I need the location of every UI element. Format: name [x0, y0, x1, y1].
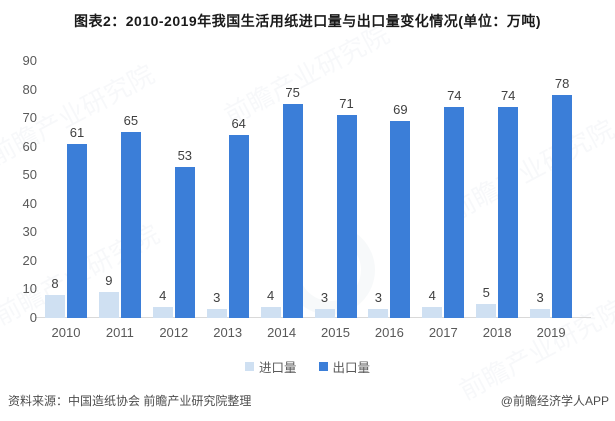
export-value-label-2011: 65	[123, 113, 139, 129]
x-tick-label-2011: 2011	[105, 325, 134, 340]
export-value-label-2015: 71	[339, 96, 354, 112]
export-value-label-2019: 78	[554, 76, 570, 92]
y-tick-label: 80	[22, 81, 37, 97]
bar-group-2016: 3 69	[368, 61, 411, 318]
x-tick-label-2012: 2012	[159, 325, 189, 340]
import-value-label-2018: 5	[482, 284, 490, 300]
import-bar-2018	[476, 303, 497, 318]
legend-item-import: 进口量	[244, 357, 297, 376]
import-bar-2017	[422, 306, 443, 318]
plot-area: 0 10 20 30 40 50 60 70 80 90 8 61 2010 9 65 2011 4 53 2012…	[23, 54, 591, 340]
export-bar-2017	[444, 106, 465, 318]
import-bar-2013	[206, 309, 227, 318]
y-tick-label: 30	[22, 224, 37, 240]
y-tick-label: 90	[22, 53, 37, 68]
chart-title: 图表2：2010-2019年我国生活用纸进口量与出口量变化情况(单位：万吨)	[73, 13, 542, 29]
x-tick-label-2010: 2010	[51, 325, 81, 340]
bar-group-2014: 4 75	[260, 61, 303, 318]
export-value-label-2010: 61	[69, 124, 85, 140]
export-value-label-2013: 64	[231, 116, 246, 132]
export-value-label-2016: 69	[393, 101, 408, 117]
bar-group-2012: 4 53	[152, 61, 195, 318]
import-value-label-2011: 9	[105, 273, 113, 289]
bar-group-2019: 3 78	[530, 61, 573, 318]
bar-group-2011: 9 65	[98, 61, 141, 318]
y-tick-label: 40	[22, 195, 37, 211]
bar-group-2010: 8 61	[45, 61, 87, 318]
x-tick-label-2017: 2017	[428, 325, 458, 340]
y-tick-label: 10	[22, 281, 37, 297]
export-swatch-icon	[318, 362, 328, 371]
x-tick-label-2019: 2019	[536, 325, 566, 340]
import-value-label-2010: 8	[51, 276, 59, 292]
export-bar-2011	[120, 132, 141, 318]
x-tick-label-2014: 2014	[267, 325, 297, 340]
export-value-label-2017: 74	[447, 87, 462, 103]
legend-label-export: 出口量	[332, 361, 371, 375]
bar-group-2015: 3 71	[314, 61, 357, 318]
y-tick-label: 70	[22, 110, 37, 126]
x-tick-label-2015: 2015	[321, 325, 350, 340]
import-bar-2012	[152, 306, 173, 318]
export-bar-2013	[228, 135, 249, 318]
export-bar-2018	[498, 106, 519, 318]
y-tick-label: 20	[22, 252, 37, 268]
export-value-label-2014: 75	[285, 84, 300, 100]
export-value-label-2018: 74	[500, 87, 516, 103]
legend-label-import: 进口量	[258, 361, 297, 375]
y-tick-label: 50	[22, 167, 37, 183]
import-value-label-2014: 4	[266, 287, 275, 303]
import-bar-2019	[530, 309, 551, 318]
x-axis-line	[35, 317, 591, 318]
import-bar-2016	[368, 309, 389, 318]
import-value-label-2019: 3	[536, 290, 544, 306]
export-bar-2015	[336, 115, 357, 318]
import-bar-2015	[314, 309, 335, 318]
legend-item-export: 出口量	[318, 357, 371, 376]
import-value-label-2012: 4	[159, 287, 167, 303]
bar-group-2018: 5 74	[476, 61, 519, 318]
import-value-label-2016: 3	[374, 290, 382, 306]
x-tick-label-2016: 2016	[374, 325, 404, 340]
import-swatch-icon	[244, 362, 254, 371]
export-bar-2012	[174, 166, 195, 318]
export-bar-2014	[282, 103, 303, 318]
x-tick-label-2018: 2018	[482, 325, 512, 340]
import-value-label-2017: 4	[428, 287, 436, 303]
export-value-label-2012: 53	[177, 147, 193, 163]
legend: 进口量 出口量	[0, 357, 615, 376]
y-tick-label: 0	[29, 310, 37, 325]
data-source-note: 资料来源：中国造纸协会 前瞻产业研究院整理	[8, 394, 252, 408]
import-bar-2011	[98, 292, 119, 318]
bar-group-2017: 4 74	[422, 61, 465, 318]
export-bar-2010	[67, 143, 87, 318]
bar-group-2013: 3 64	[206, 61, 249, 318]
x-tick-label-2013: 2013	[213, 325, 243, 340]
import-bar-2014	[260, 306, 281, 318]
y-tick-label: 60	[22, 138, 37, 154]
import-bar-2010	[45, 295, 65, 318]
export-bar-2016	[390, 120, 411, 318]
credit-note: @前瞻经济学人APP	[500, 394, 609, 408]
export-bar-2019	[552, 95, 573, 318]
import-value-label-2015: 3	[320, 290, 329, 306]
import-value-label-2013: 3	[213, 290, 221, 306]
